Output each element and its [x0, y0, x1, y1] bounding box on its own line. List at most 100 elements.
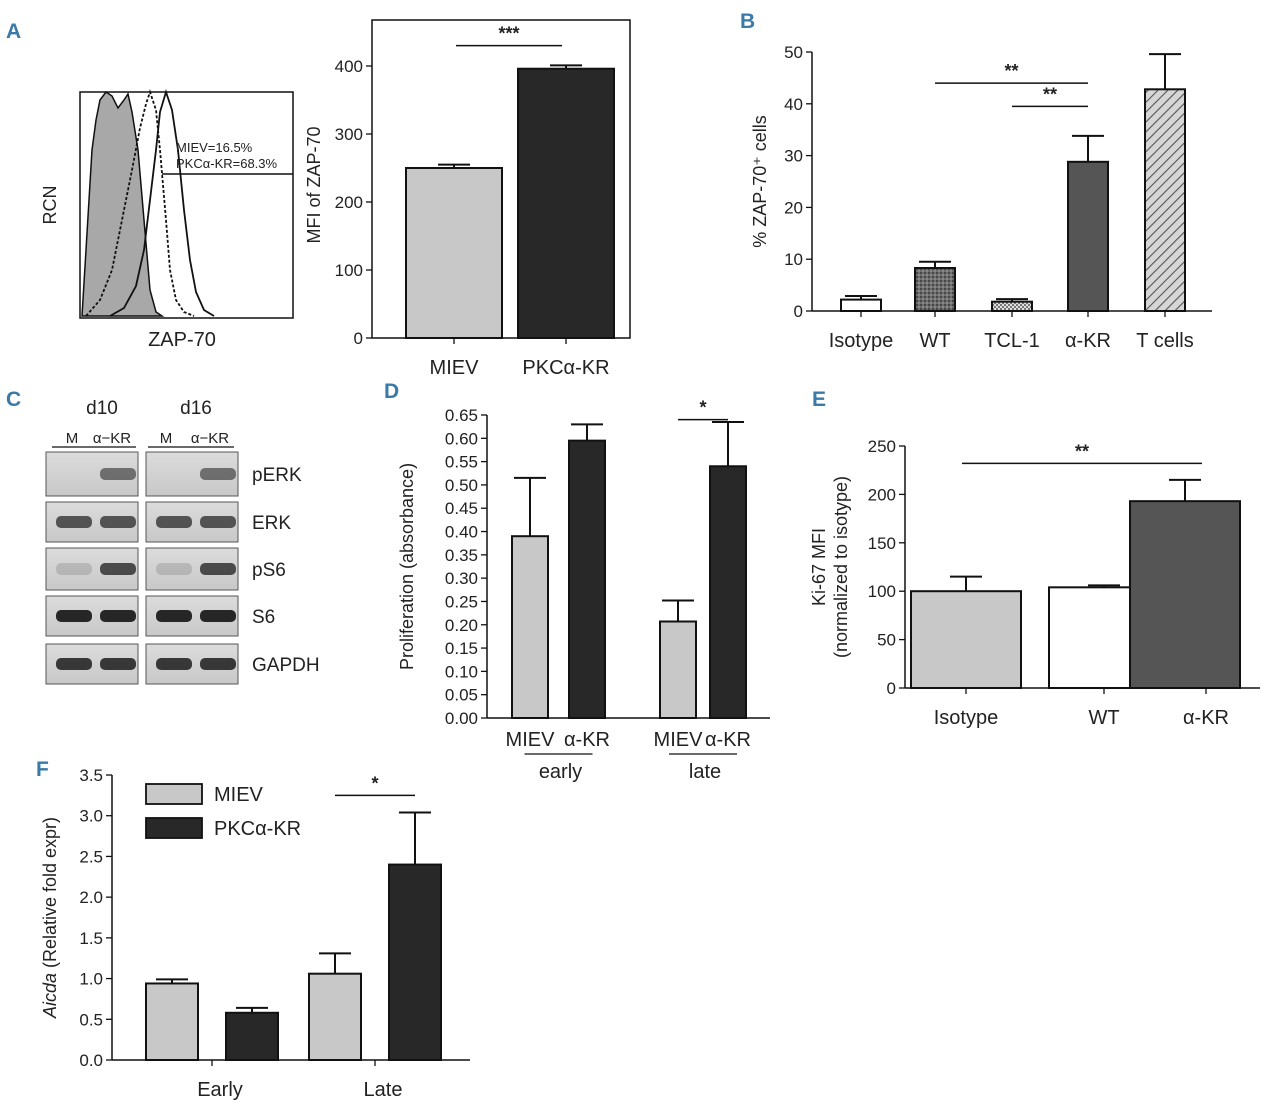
blot-band	[100, 516, 136, 528]
category-label: α-KR	[564, 729, 610, 751]
significance-stars: **	[1004, 61, 1018, 81]
blot-lane-m-d16: M	[160, 430, 173, 447]
blot-group-d16: d16	[180, 398, 212, 419]
y-tick-label: 0.50	[445, 476, 478, 495]
y-axis-label: Ki-67 MFI	[809, 528, 829, 606]
y-tick-label: 2.0	[79, 888, 103, 907]
y-tick-label: 250	[868, 437, 896, 456]
chart-f-aicda: 0.0 0.5 1.0 1.5 2.0 2.5 3.0 3.5 * Early Late Aicda …	[40, 766, 470, 1101]
miev-histogram-line	[85, 89, 195, 317]
y-axis-label: Aicda (Relative fold expr)	[40, 817, 60, 1019]
category-label: α-KR	[1183, 707, 1229, 729]
y-tick-label: 30	[784, 147, 803, 166]
category-label: MIEV	[654, 729, 704, 751]
y-axis-label-gene: Aicda	[40, 973, 60, 1019]
significance-stars: *	[371, 773, 378, 793]
category-label: Isotype	[934, 707, 998, 729]
annotation-pkc-kr: PKCα-KR=68.3%	[176, 156, 278, 171]
blot-band	[156, 658, 192, 670]
y-tick-label: 0.5	[79, 1010, 103, 1029]
y-tick-label: 0.35	[445, 546, 478, 565]
blot-band	[200, 610, 236, 622]
y-tick-label: 0.15	[445, 639, 478, 658]
group-label: early	[539, 761, 582, 783]
bar	[1067, 160, 1109, 312]
bar	[517, 67, 615, 339]
blot-band	[200, 563, 236, 575]
category-label: MIEV	[430, 357, 480, 379]
category-label: WT	[919, 330, 950, 352]
category-label: Early	[197, 1079, 243, 1101]
y-tick-label: 50	[877, 631, 896, 650]
bar	[659, 620, 697, 720]
blot-row-label: pERK	[252, 465, 302, 486]
bar	[388, 863, 442, 1061]
y-tick-label: 2.5	[79, 847, 103, 866]
legend-swatch	[145, 783, 203, 805]
y-tick-label: 0.60	[445, 429, 478, 448]
bar	[1129, 500, 1241, 689]
category-label: WT	[1088, 707, 1119, 729]
y-tick-label: 0.0	[79, 1051, 103, 1070]
category-label: Isotype	[829, 330, 893, 352]
y-tick-label: 40	[784, 95, 803, 114]
y-tick-label: 200	[868, 485, 896, 504]
significance-stars: *	[699, 398, 706, 418]
y-tick-label: 0.25	[445, 592, 478, 611]
bar	[910, 590, 1022, 690]
y-tick-label: 0.65	[445, 406, 478, 425]
y-tick-label: 200	[335, 193, 363, 212]
y-tick-label: 20	[784, 198, 803, 217]
bar	[405, 167, 503, 339]
y-tick-label: 0	[354, 329, 363, 348]
y-tick-label: 1.0	[79, 970, 103, 989]
y-axis-label: % ZAP-70⁺ cells	[750, 115, 770, 248]
blot-band	[100, 610, 136, 622]
chart-e-ki67: 0 50 100 150 200 250 ** Isotype WT α-KR Ki-67 MFI(…	[809, 437, 1260, 729]
y-tick-label: 300	[335, 125, 363, 144]
y-tick-label: 100	[868, 582, 896, 601]
pkc-kr-histogram-line	[109, 89, 215, 317]
histogram-y-label: RCN	[40, 186, 60, 225]
y-tick-label: 0.55	[445, 453, 478, 472]
category-label: T cells	[1136, 330, 1193, 352]
bar	[840, 298, 882, 313]
y-tick-label: 50	[784, 43, 803, 62]
y-tick-label: 10	[784, 250, 803, 269]
panel-label-d: D	[384, 380, 399, 403]
blot-row-label: S6	[252, 607, 275, 628]
y-tick-label: 1.5	[79, 929, 103, 948]
blot-band	[100, 658, 136, 670]
category-label: MIEV	[506, 729, 556, 751]
blot-band	[100, 468, 136, 480]
y-tick-label: 100	[335, 261, 363, 280]
bar	[511, 535, 549, 720]
chart-a-mfi-zap70: 0 100 200 300 400 *** MIEV PKCα-KR MFI of ZAP-70	[304, 19, 631, 379]
panel-label-e: E	[812, 388, 826, 411]
bar	[1144, 88, 1186, 312]
blot-band	[56, 658, 92, 670]
blot-band	[156, 516, 192, 528]
y-tick-label: 0.30	[445, 569, 478, 588]
y-tick-label: 0.40	[445, 523, 478, 542]
y-axis-label: Proliferation (absorbance)	[397, 463, 417, 670]
blot-band	[200, 516, 236, 528]
significance-stars: ***	[498, 24, 519, 44]
blot-band	[56, 610, 92, 622]
blot-lane-kr-d16: α−KR	[191, 430, 229, 447]
blot-group-d10: d10	[86, 398, 118, 419]
y-tick-label: 0	[887, 679, 896, 698]
y-tick-label: 3.0	[79, 807, 103, 826]
blot-band	[200, 658, 236, 670]
bar	[225, 1011, 279, 1061]
blot-lane-m-d10: M	[66, 430, 79, 447]
legend-label: MIEV	[214, 784, 264, 806]
blot-row-label: pS6	[252, 560, 286, 581]
histogram-frame	[79, 91, 294, 319]
y-axis-label: MFI of ZAP-70	[304, 126, 324, 243]
blot-row-label: ERK	[252, 513, 291, 534]
blot-row-label: GAPDH	[252, 655, 320, 676]
y-axis-label-rest: (Relative fold expr)	[40, 817, 60, 973]
blot-band	[200, 468, 236, 480]
